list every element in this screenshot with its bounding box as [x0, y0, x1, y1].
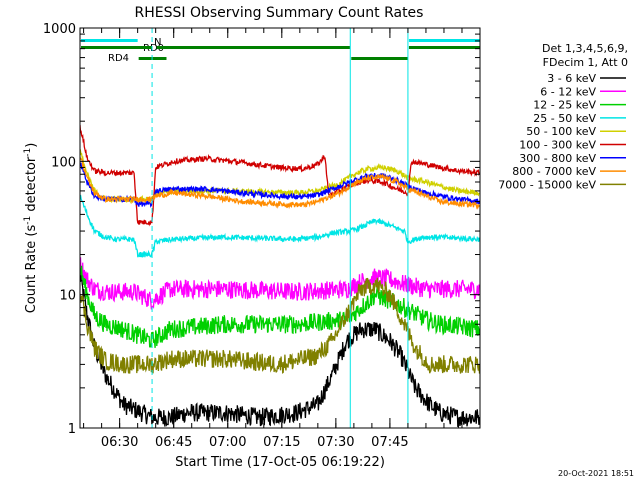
x-tick-label-6: 07:45 [371, 435, 408, 450]
chart-title: RHESSI Observing Summary Count Rates [135, 5, 424, 21]
series-line-3 [80, 265, 480, 348]
rd0-flag-bar-1 [81, 46, 153, 49]
x-axis-label: Start Time (17-Oct-05 06:19:22) [175, 455, 385, 470]
series-line-4 [80, 194, 480, 258]
y-tick-label-2: 10 [59, 289, 76, 304]
rd0-flag-label: RD0 [143, 43, 164, 54]
night-flag-bar-1 [81, 39, 138, 42]
x-tick-label-1: 06:30 [101, 435, 138, 450]
rd0-flag-bar-2 [156, 46, 351, 49]
y-label-sup-2: -1 [23, 148, 33, 157]
x-tick-label-5: 07:30 [317, 435, 354, 450]
series-layer [80, 124, 480, 428]
series-line-2 [80, 257, 480, 310]
x-tick-label-2: 06:45 [155, 435, 192, 450]
legend-label-9: 7000 - 15000 keV [498, 178, 596, 191]
night-flag-label: N [154, 37, 161, 48]
observing-flags: N RD0 RD4 [81, 37, 480, 64]
series-line-9 [80, 277, 480, 374]
y-tick-label-3: 100 [51, 155, 76, 170]
x-tick-label-3: 07:00 [209, 435, 246, 450]
rd4-flag-label: RD4 [108, 53, 129, 64]
y-tick-label-1: 1 [68, 422, 76, 437]
y-label-part-2: detector [24, 156, 39, 216]
y-axis: 1 10 100 1000 [43, 22, 480, 437]
x-tick-label-4: 07:15 [263, 435, 300, 450]
y-axis-label: Count Rate (s-1 detector-1) [23, 143, 39, 314]
legend-label-2: 6 - 12 keV [540, 85, 596, 98]
plot-frame [79, 27, 481, 429]
legend: Det 1,3,4,5,6,9, FDecim 1, Att 0 3 - 6 k… [498, 42, 628, 191]
y-tick-label-4: 1000 [43, 22, 76, 37]
y-label-sup-1: -1 [23, 216, 33, 225]
x-axis: 06:30 06:45 07:00 07:15 07:30 07:45 [83, 28, 463, 450]
rd4-flag-bar-2 [351, 57, 408, 60]
series-line-1 [80, 272, 480, 428]
timestamp: 20-Oct-2021 18:51 [558, 469, 634, 478]
legend-label-8: 800 - 7000 keV [512, 165, 596, 178]
legend-label-4: 25 - 50 keV [533, 112, 596, 125]
night-flag-bar-2 [408, 39, 480, 42]
series-line-5 [80, 148, 480, 204]
y-label-part-1: Count Rate (s [24, 225, 39, 314]
y-label-part-3: ) [24, 143, 39, 148]
legend-header-2: FDecim 1, Att 0 [543, 56, 628, 69]
legend-label-3: 12 - 25 keV [533, 99, 596, 112]
legend-label-5: 50 - 100 keV [526, 125, 596, 138]
legend-header-1: Det 1,3,4,5,6,9, [542, 42, 628, 55]
rd0-flag-bar-3 [408, 46, 480, 49]
series-line-6 [80, 124, 480, 227]
legend-label-7: 300 - 800 keV [519, 152, 596, 165]
legend-label-6: 100 - 300 keV [519, 139, 596, 152]
legend-label-1: 3 - 6 keV [547, 72, 596, 85]
series-line-8 [80, 157, 480, 210]
